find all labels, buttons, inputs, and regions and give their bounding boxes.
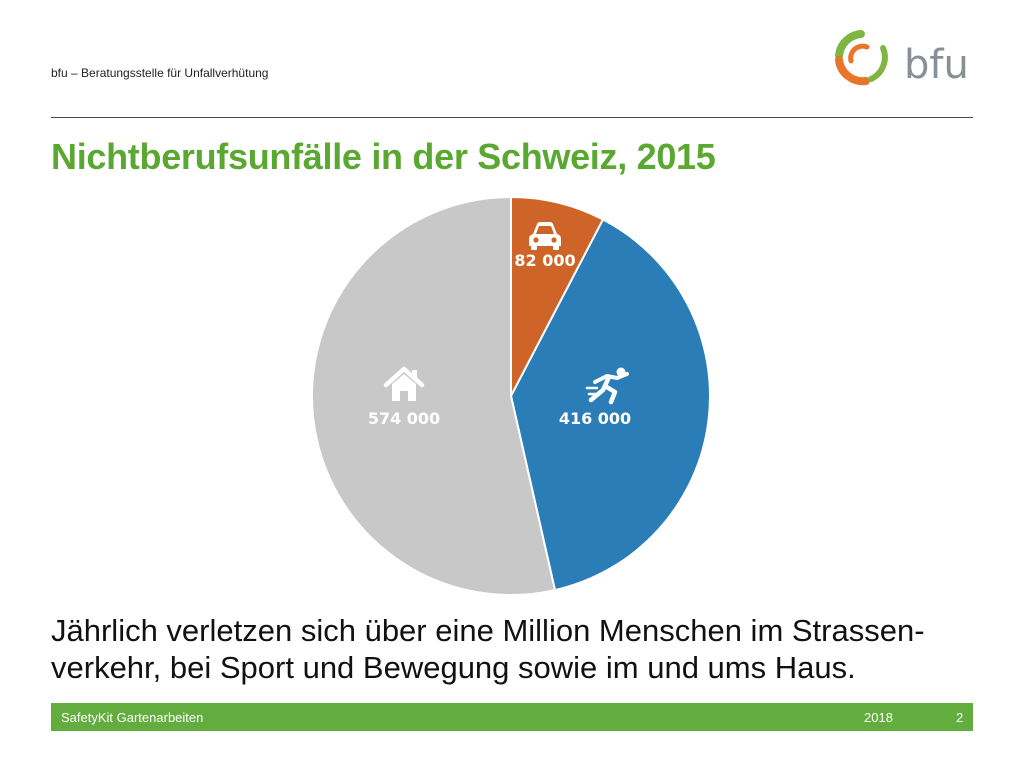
organization-name: bfu – Beratungsstelle für Unfallverhütun…: [51, 66, 269, 80]
slice-label-sport: 416 000: [559, 409, 631, 428]
slice-label-home: 574 000: [368, 409, 440, 428]
slide-title: Nichtberufsunfälle in der Schweiz, 2015: [51, 136, 716, 177]
bfu-logo: bfu: [834, 28, 974, 88]
footer-bar: SafetyKit Gartenarbeiten 2018 2: [51, 703, 973, 731]
slide-caption: Jährlich verletzen sich über eine Millio…: [51, 612, 981, 686]
runner-icon: [585, 367, 629, 405]
footer-year: 2018: [864, 710, 893, 725]
pie-slice-home: [311, 195, 557, 596]
pie-slice-sport: [509, 218, 711, 592]
page-number: 2: [956, 710, 964, 725]
footer-title: SafetyKit Gartenarbeiten: [61, 710, 204, 725]
header-divider: [51, 117, 973, 118]
car-icon: [529, 222, 561, 250]
house-icon: [383, 366, 425, 401]
slice-label-road: 82 000: [514, 251, 575, 270]
caption-line-1: Jährlich verletzen sich über eine Millio…: [51, 613, 925, 648]
caption-line-2: verkehr, bei Sport und Bewegung sowie im…: [51, 650, 856, 685]
svg-text:bfu: bfu: [904, 42, 969, 88]
pie-chart: 82 000 416 000 574 000: [300, 190, 720, 605]
